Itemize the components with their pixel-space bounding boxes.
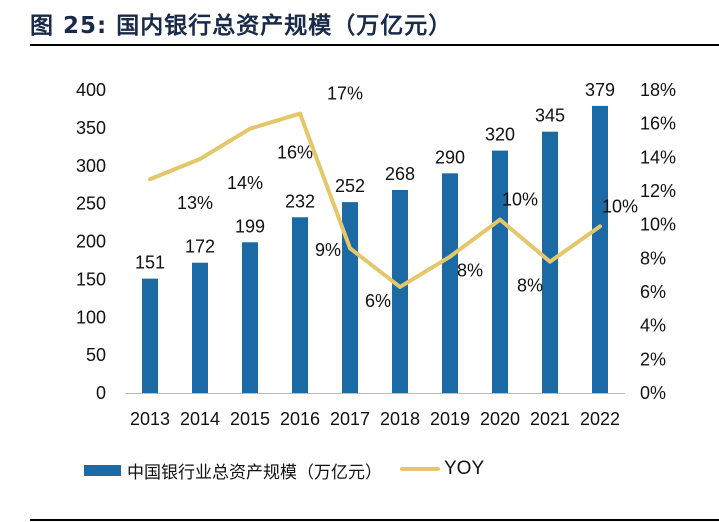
x-tick-label: 2020 <box>480 409 520 429</box>
x-tick-label: 2021 <box>530 409 570 429</box>
x-tick-label: 2013 <box>130 409 170 429</box>
left-tick-label: 150 <box>76 269 106 289</box>
bar <box>442 173 458 393</box>
bar-data-label: 172 <box>185 237 215 257</box>
yoy-data-label: 13% <box>177 193 213 213</box>
bottom-rule <box>30 519 719 521</box>
x-tick-label: 2016 <box>280 409 320 429</box>
yoy-data-label: 9% <box>315 240 341 260</box>
left-tick-label: 200 <box>76 232 106 252</box>
right-tick-label: 6% <box>640 282 666 302</box>
legend-bar-label: 中国银行业总资产规模（万亿元） <box>127 463 382 483</box>
bar-data-label: 151 <box>135 253 165 273</box>
bar-data-label: 379 <box>585 80 615 100</box>
x-tick-label: 2015 <box>230 409 270 429</box>
figure-title: 图 25: 国内银行总资产规模（万亿元） <box>30 13 453 39</box>
right-tick-label: 0% <box>640 383 666 403</box>
bar <box>392 189 408 393</box>
bar <box>592 105 608 393</box>
yoy-line <box>148 111 602 289</box>
right-tick-label: 18% <box>640 80 676 100</box>
yoy-data-label: 8% <box>457 261 483 281</box>
left-tick-label: 300 <box>76 156 106 176</box>
x-tick-label: 2017 <box>330 409 370 429</box>
yoy-data-label: 16% <box>277 143 313 163</box>
bar <box>142 278 158 393</box>
bar-data-label: 320 <box>485 125 515 145</box>
right-tick-label: 4% <box>640 316 666 336</box>
yoy-data-label: 14% <box>227 173 263 193</box>
bar <box>192 262 208 393</box>
bar <box>242 242 258 393</box>
right-tick-label: 8% <box>640 248 666 268</box>
left-tick-label: 50 <box>86 345 106 365</box>
x-tick-label: 2019 <box>430 409 470 429</box>
left-tick-label: 100 <box>76 307 106 327</box>
bar <box>292 217 308 393</box>
yoy-data-label: 8% <box>517 276 543 296</box>
left-tick-label: 250 <box>76 194 106 214</box>
x-tick-label: 2018 <box>380 409 420 429</box>
yoy-data-label: 10% <box>602 196 638 216</box>
bar-data-label: 252 <box>335 176 365 196</box>
bar-data-label: 232 <box>285 191 315 211</box>
bar-data-label: 290 <box>435 147 465 167</box>
yoy-data-label: 6% <box>365 291 391 311</box>
left-tick-label: 350 <box>76 118 106 138</box>
legend-line-label: YOY <box>444 458 485 479</box>
left-tick-label: 0 <box>96 383 106 403</box>
legend-line: YOY <box>400 458 484 480</box>
yoy-data-label: 10% <box>502 190 538 210</box>
top-rule <box>30 44 719 46</box>
right-tick-label: 2% <box>640 349 666 369</box>
yoy-data-label: 17% <box>327 84 363 104</box>
x-tick-label: 2014 <box>180 409 220 429</box>
right-tick-label: 12% <box>640 181 676 201</box>
bar-data-label: 268 <box>385 164 415 184</box>
bar-data-label: 345 <box>535 106 565 126</box>
right-tick-label: 16% <box>640 114 676 134</box>
bar-data-label: 199 <box>235 216 265 236</box>
left-tick-label: 400 <box>76 80 106 100</box>
right-tick-label: 14% <box>640 147 676 167</box>
right-tick-label: 10% <box>640 215 676 235</box>
x-tick-label: 2022 <box>580 409 620 429</box>
legend-line-swatch <box>400 467 440 471</box>
legend-bar: 中国银行业总资产规模（万亿元） <box>84 458 382 483</box>
bar <box>492 150 508 393</box>
legend-bar-swatch <box>84 465 121 476</box>
